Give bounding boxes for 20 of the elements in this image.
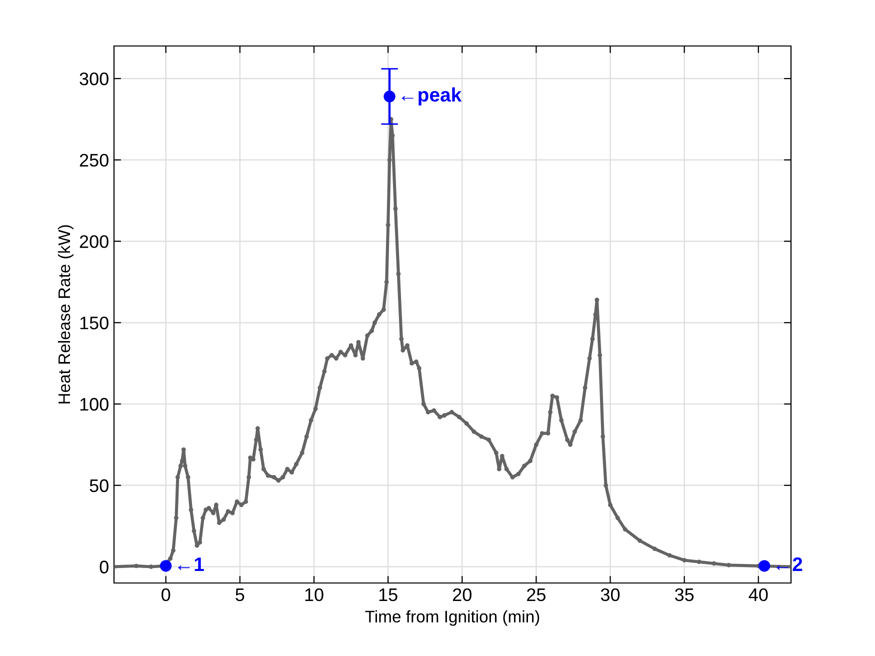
x-tick-label: 35 bbox=[674, 588, 694, 602]
y-tick-label: 0 bbox=[100, 560, 108, 574]
y-tick-label: 250 bbox=[80, 154, 108, 167]
y-tick-label: 50 bbox=[90, 479, 108, 492]
x-tick-label: 0 bbox=[162, 588, 170, 602]
annotation: ←peak bbox=[402, 87, 462, 106]
x-tick-label: 15 bbox=[379, 588, 398, 602]
y-tick-label: 200 bbox=[80, 235, 108, 248]
x-tick-label: 40 bbox=[748, 588, 768, 602]
annotation: ←1 bbox=[178, 558, 204, 571]
y-axis-title: Heat Release Rate (kW) bbox=[58, 225, 74, 404]
x-axis-title: Time from Ignition (min) bbox=[365, 610, 540, 626]
x-tick-label: 10 bbox=[305, 588, 324, 602]
x-tick-label: 20 bbox=[452, 588, 472, 602]
y-tick-label: 300 bbox=[80, 72, 108, 86]
y-tick-label: 150 bbox=[80, 316, 108, 330]
x-tick-label: 5 bbox=[236, 588, 244, 602]
y-tick-label: 100 bbox=[80, 398, 108, 411]
x-tick-label: 25 bbox=[527, 588, 546, 602]
x-tick-label: 30 bbox=[600, 588, 620, 602]
